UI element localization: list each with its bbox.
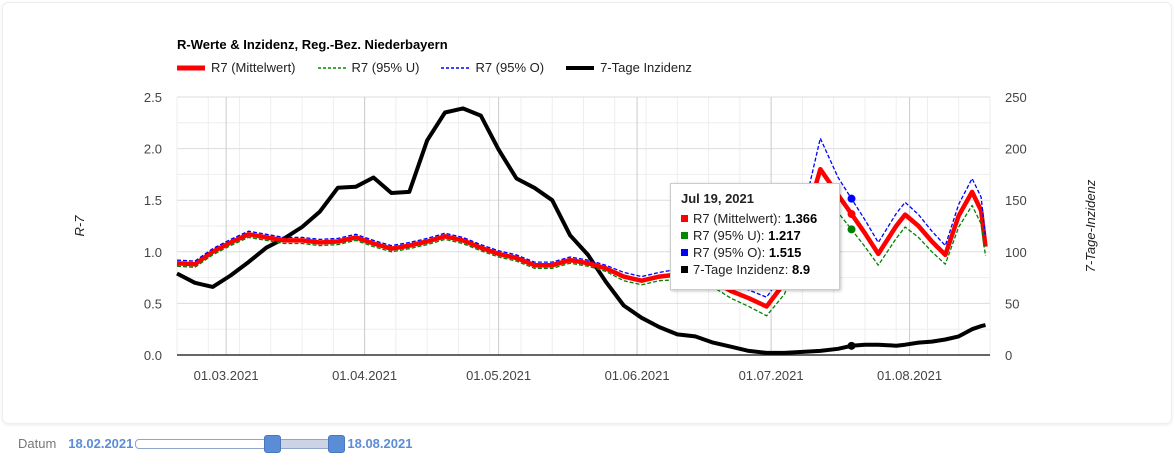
legend-swatch-black [566,65,595,70]
highlight-point [847,341,856,350]
y-tick-right: 50 [1005,296,1019,311]
y-tick-right: 200 [1005,142,1027,157]
highlight-point [847,210,856,219]
chart-title: R-Werte & Inzidenz, Reg.-Bez. Niederbaye… [177,37,448,52]
x-tick-label: 01.04.2021 [332,368,397,383]
green-square-icon [681,232,688,239]
tooltip-row-upper: R7 (95% O): 1.515 [681,244,829,261]
x-tick-label: 01.08.2021 [877,368,942,383]
tooltip: Jul 19, 2021 R7 (Mittelwert): 1.366 R7 (… [670,183,840,290]
highlight-point [847,194,856,203]
tooltip-row-lower: R7 (95% U): 1.217 [681,227,829,244]
y-axis-title-right: 7-Tage-Inzidenz [1083,179,1098,272]
tooltip-value: 1.366 [784,211,818,226]
y-tick-right: 150 [1005,193,1027,208]
date-range-slider: Datum 18.02.2021 18.08.2021 [18,434,413,453]
tooltip-row-incidence: 7-Tage Inzidenz: 8.9 [681,261,829,278]
y-tick-left: 1.5 [144,193,162,208]
tooltip-label: R7 (Mittelwert): [693,211,785,226]
slider-selected-range[interactable] [272,439,337,448]
black-square-icon [681,266,688,273]
y-tick-left: 0.0 [144,348,162,363]
y-tick-right: 0 [1005,348,1012,363]
series-line-0 [176,166,988,309]
series-line-3 [176,106,986,355]
slider-start-handle[interactable] [264,434,282,453]
y-tick-left: 0.5 [144,296,162,311]
legend: R7 (Mittelwert) R7 (95% U) R7 (95% O) 7-… [177,60,714,75]
y-tick-right: 250 [1005,90,1027,105]
tooltip-value: 8.9 [792,262,811,277]
series-line-1 [176,199,987,317]
y-tick-right: 100 [1005,245,1027,260]
tooltip-date: Jul 19, 2021 [681,191,754,206]
legend-label: R7 (95% U) [351,60,420,75]
legend-item-upper[interactable]: R7 (95% O) [441,60,544,75]
tooltip-label: R7 (95% O): [693,245,769,260]
y-tick-left: 2.5 [144,90,162,105]
tooltip-value: 1.217 [768,228,801,243]
y-tick-left: 2.0 [144,142,162,157]
tooltip-value: 1.515 [768,245,802,260]
legend-item-mean[interactable]: R7 (Mittelwert) [177,60,296,75]
slider-max-value: 18.08.2021 [347,436,413,451]
tooltip-row-mean: R7 (Mittelwert): 1.366 [681,210,829,227]
tooltip-label: 7-Tage Inzidenz: [693,262,793,277]
x-tick-label: 01.06.2021 [605,368,670,383]
legend-swatch-green [317,66,346,69]
slider-min-value: 18.02.2021 [68,436,134,451]
slider-label: Datum [18,436,57,451]
x-tick-label: 01.07.2021 [739,368,804,383]
x-tick-label: 01.05.2021 [466,368,531,383]
series-line-2 [176,137,987,298]
legend-item-incidence[interactable]: 7-Tage Inzidenz [566,60,692,75]
blue-square-icon [681,249,688,256]
legend-swatch-blue [441,66,470,69]
x-tick-label: 01.03.2021 [194,368,259,383]
tooltip-label: R7 (95% U): [693,228,769,243]
legend-swatch-red [177,65,205,70]
red-square-icon [681,215,688,222]
chart-card [2,2,1172,424]
legend-label: 7-Tage Inzidenz [600,60,692,75]
slider-track[interactable] [135,434,346,453]
slider-end-handle[interactable] [328,434,346,453]
legend-item-lower[interactable]: R7 (95% U) [317,60,420,75]
legend-label: R7 (95% O) [475,60,545,75]
y-axis-title-left: R-7 [72,215,87,237]
legend-label: R7 (Mittelwert) [211,60,296,75]
highlight-point [847,225,856,234]
y-tick-left: 1.0 [144,245,162,260]
